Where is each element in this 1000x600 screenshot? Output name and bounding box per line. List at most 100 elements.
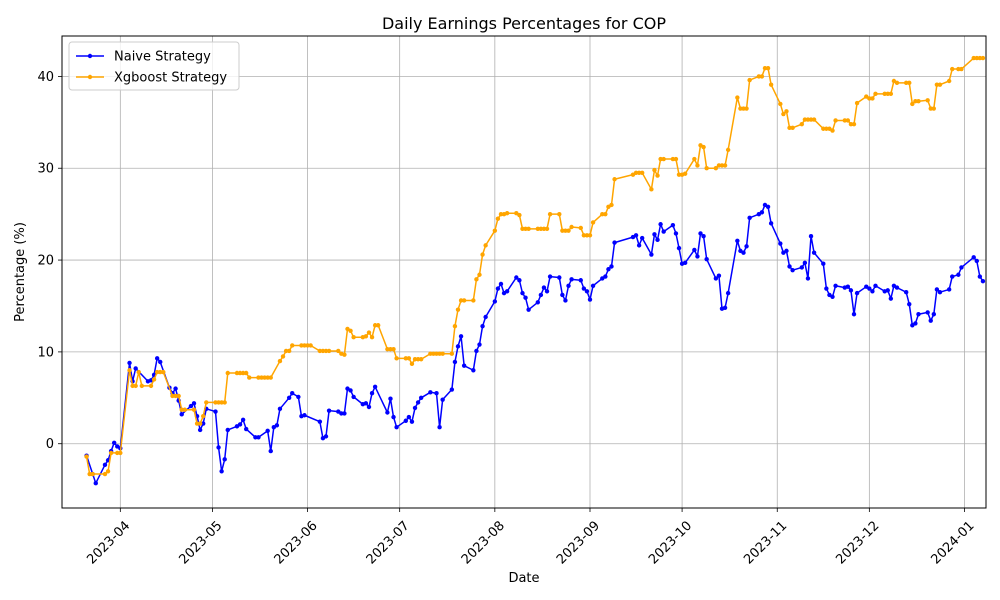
data-point-naive <box>412 405 418 411</box>
legend-box <box>68 41 240 91</box>
data-point-xgboost <box>916 99 921 104</box>
data-point-naive <box>639 235 645 241</box>
data-point-naive <box>526 307 531 312</box>
data-point-xgboost <box>262 375 267 380</box>
series-xgboost <box>84 55 986 477</box>
data-point-naive <box>544 289 550 294</box>
data-point-naive <box>409 419 415 424</box>
data-point-xgboost <box>538 226 544 232</box>
data-point-xgboost <box>213 400 218 405</box>
data-point-naive <box>913 321 918 326</box>
data-point-naive <box>449 387 455 392</box>
data-point-naive <box>778 241 783 246</box>
data-point-xgboost <box>305 343 310 348</box>
series-layer <box>84 55 986 486</box>
data-point-naive <box>474 348 479 354</box>
data-point-naive <box>452 359 458 365</box>
data-point-naive <box>741 250 746 255</box>
data-point-xgboost <box>474 277 479 282</box>
data-point-xgboost <box>910 101 915 107</box>
data-point-xgboost <box>735 95 740 100</box>
data-point-xgboost <box>403 356 409 361</box>
data-point-xgboost <box>612 177 617 182</box>
y-tick-label: 10 <box>37 345 54 360</box>
data-point-naive <box>566 283 571 288</box>
legend: Naive Strategy Xgboost Strategy <box>68 41 240 91</box>
data-point-naive <box>676 245 682 251</box>
data-point-naive <box>867 286 872 291</box>
data-point-xgboost <box>762 65 768 71</box>
data-point-xgboost <box>406 356 412 361</box>
data-point-naive <box>492 299 498 304</box>
data-point-naive <box>102 462 108 468</box>
data-point-xgboost <box>738 106 743 111</box>
legend-label-naive: Naive Strategy <box>114 50 211 65</box>
chart-title: Daily Earnings Percentages for COP <box>382 14 666 33</box>
data-point-naive <box>274 423 280 428</box>
data-point-xgboost <box>716 163 722 168</box>
data-point-xgboost <box>259 375 264 380</box>
y-axis-ticks: 0 10 20 30 40 <box>37 70 62 452</box>
data-point-xgboost <box>756 74 762 79</box>
data-point-xgboost <box>959 66 964 72</box>
data-point-naive <box>885 288 890 293</box>
data-point-xgboost <box>661 156 666 162</box>
data-point-naive <box>848 288 854 293</box>
data-point-xgboost <box>563 228 568 233</box>
data-point-naive <box>925 310 930 315</box>
data-point-xgboost <box>173 393 178 399</box>
data-point-naive <box>873 283 878 288</box>
data-point-xgboost <box>590 220 596 225</box>
data-point-xgboost <box>265 375 270 380</box>
data-point-xgboost <box>136 369 141 375</box>
data-point-naive <box>692 247 697 253</box>
data-point-xgboost <box>431 351 436 356</box>
data-point-naive <box>903 290 909 295</box>
data-point-xgboost <box>326 348 332 354</box>
data-point-naive <box>563 298 568 303</box>
data-point-xgboost <box>480 252 485 257</box>
data-point-naive <box>765 204 771 209</box>
data-point-xgboost <box>526 226 531 232</box>
data-point-xgboost <box>719 163 725 168</box>
data-point-xgboost <box>713 166 719 171</box>
y-tick-label: 20 <box>37 254 54 269</box>
data-point-naive <box>655 237 660 243</box>
data-point-naive <box>191 401 197 406</box>
data-point-xgboost <box>581 233 587 238</box>
data-point-naive <box>317 419 323 424</box>
data-point-naive <box>498 281 504 287</box>
data-point-xgboost <box>375 323 381 328</box>
data-point-naive <box>480 323 485 329</box>
data-point-xgboost <box>633 170 639 176</box>
data-point-xgboost <box>391 346 396 352</box>
data-point-xgboost <box>415 357 421 362</box>
data-point-naive <box>701 233 706 239</box>
data-point-xgboost <box>569 224 574 230</box>
data-point-naive <box>713 276 719 281</box>
data-point-naive <box>173 386 178 391</box>
data-point-naive <box>931 312 937 317</box>
data-point-naive <box>787 264 792 269</box>
data-point-naive <box>704 256 709 262</box>
data-point-naive <box>821 261 826 266</box>
data-point-naive <box>406 414 412 420</box>
data-point-xgboost <box>523 226 528 232</box>
data-point-naive <box>366 404 372 410</box>
data-point-xgboost <box>256 375 261 380</box>
data-point-xgboost <box>913 99 918 104</box>
data-point-naive <box>437 424 442 430</box>
data-point-xgboost <box>363 334 369 339</box>
y-tick-label: 30 <box>37 162 54 177</box>
data-point-xgboost <box>130 383 135 389</box>
data-point-naive <box>790 267 795 273</box>
data-point-xgboost <box>369 335 375 340</box>
data-point-naive <box>111 440 117 445</box>
data-point-naive <box>415 400 421 405</box>
data-point-xgboost <box>894 80 900 86</box>
data-point-naive <box>225 427 230 433</box>
data-point-xgboost <box>541 226 547 232</box>
data-point-xgboost <box>139 383 145 389</box>
data-point-naive <box>240 417 246 423</box>
data-point-naive <box>219 469 224 474</box>
